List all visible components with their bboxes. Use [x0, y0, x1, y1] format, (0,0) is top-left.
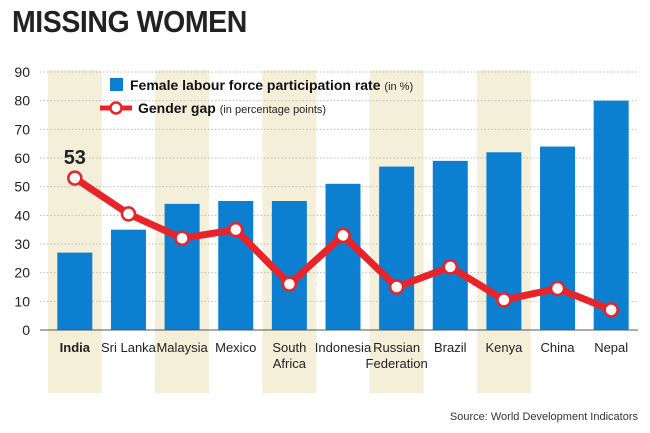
x-axis-labels: India Sri Lanka Malaysia Mexico South Africa I… [60, 340, 629, 371]
legend-bar-swatch [110, 78, 123, 91]
x-tick-label: Indonesia [315, 340, 372, 355]
x-tick-label: Malaysia [156, 340, 208, 355]
y-tick-label: 70 [14, 121, 30, 137]
bar-sri-lanka [110, 229, 146, 330]
legend-label-gender-gap: Gender gap (in percentage points) [138, 100, 326, 116]
y-tick-label: 80 [14, 93, 30, 109]
legend-line-marker [109, 101, 123, 115]
x-tick-label: Sri Lanka [101, 340, 157, 355]
gender-gap-point-india [67, 170, 83, 186]
gender-gap-point-brazil [442, 259, 459, 275]
y-tick-label: 90 [14, 64, 30, 80]
x-tick-label: Kenya [485, 340, 523, 355]
x-tick-label: Brazil [434, 340, 467, 355]
x-tick-label: South Africa [272, 340, 306, 371]
gender-gap-point-sri-lanka [120, 206, 137, 222]
legend: Female labour force participation rate (… [100, 77, 413, 116]
x-tick-label: Nepal [594, 340, 628, 355]
bars [57, 100, 629, 331]
y-tick-label: 60 [14, 150, 30, 166]
y-tick-label: 0 [22, 322, 30, 338]
y-axis: 0 10 20 30 40 50 60 70 80 90 [14, 64, 30, 338]
gender-gap-point-nepal [603, 302, 619, 318]
bar-russian-federation [379, 166, 415, 330]
gender-gap-point-malaysia [174, 230, 190, 247]
bar-south-africa [271, 201, 307, 330]
bar-mexico [218, 201, 254, 330]
bar-china [540, 146, 576, 330]
gender-gap-point-russian-federation [388, 279, 405, 295]
y-tick-label: 40 [14, 207, 30, 223]
highlight-band-india [47, 70, 102, 393]
gender-gap-point-indonesia [335, 227, 351, 244]
x-tick-label: India [60, 340, 91, 355]
data-labels: 53 7 [64, 147, 621, 305]
bar-india [57, 252, 93, 330]
gender-gap-point-china [549, 280, 566, 297]
source-note: Source: World Development Indicators [449, 411, 638, 423]
data-label-india: 53 [64, 147, 86, 169]
y-tick-label: 50 [14, 179, 30, 195]
gender-gap-line [67, 170, 619, 318]
bar-brazil [432, 160, 468, 330]
bar-nepal [593, 100, 629, 331]
x-tick-label: China [541, 340, 576, 355]
x-tick-label: Russian Federation [366, 340, 428, 371]
bar-malaysia [164, 203, 200, 330]
chart-title: MISSING WOMEN [12, 4, 247, 39]
bar-indonesia [325, 183, 361, 330]
gender-gap-point-south-africa [281, 276, 298, 292]
gender-gap-point-mexico [227, 221, 244, 238]
y-tick-label: 20 [14, 265, 30, 281]
data-label-nepal: 7 [610, 283, 621, 305]
x-tick-label: Mexico [215, 340, 256, 355]
y-tick-label: 30 [14, 236, 30, 252]
y-tick-label: 10 [14, 293, 30, 309]
legend-label-participation: Female labour force participation rate (… [130, 77, 413, 93]
gender-gap-point-kenya [496, 292, 512, 308]
